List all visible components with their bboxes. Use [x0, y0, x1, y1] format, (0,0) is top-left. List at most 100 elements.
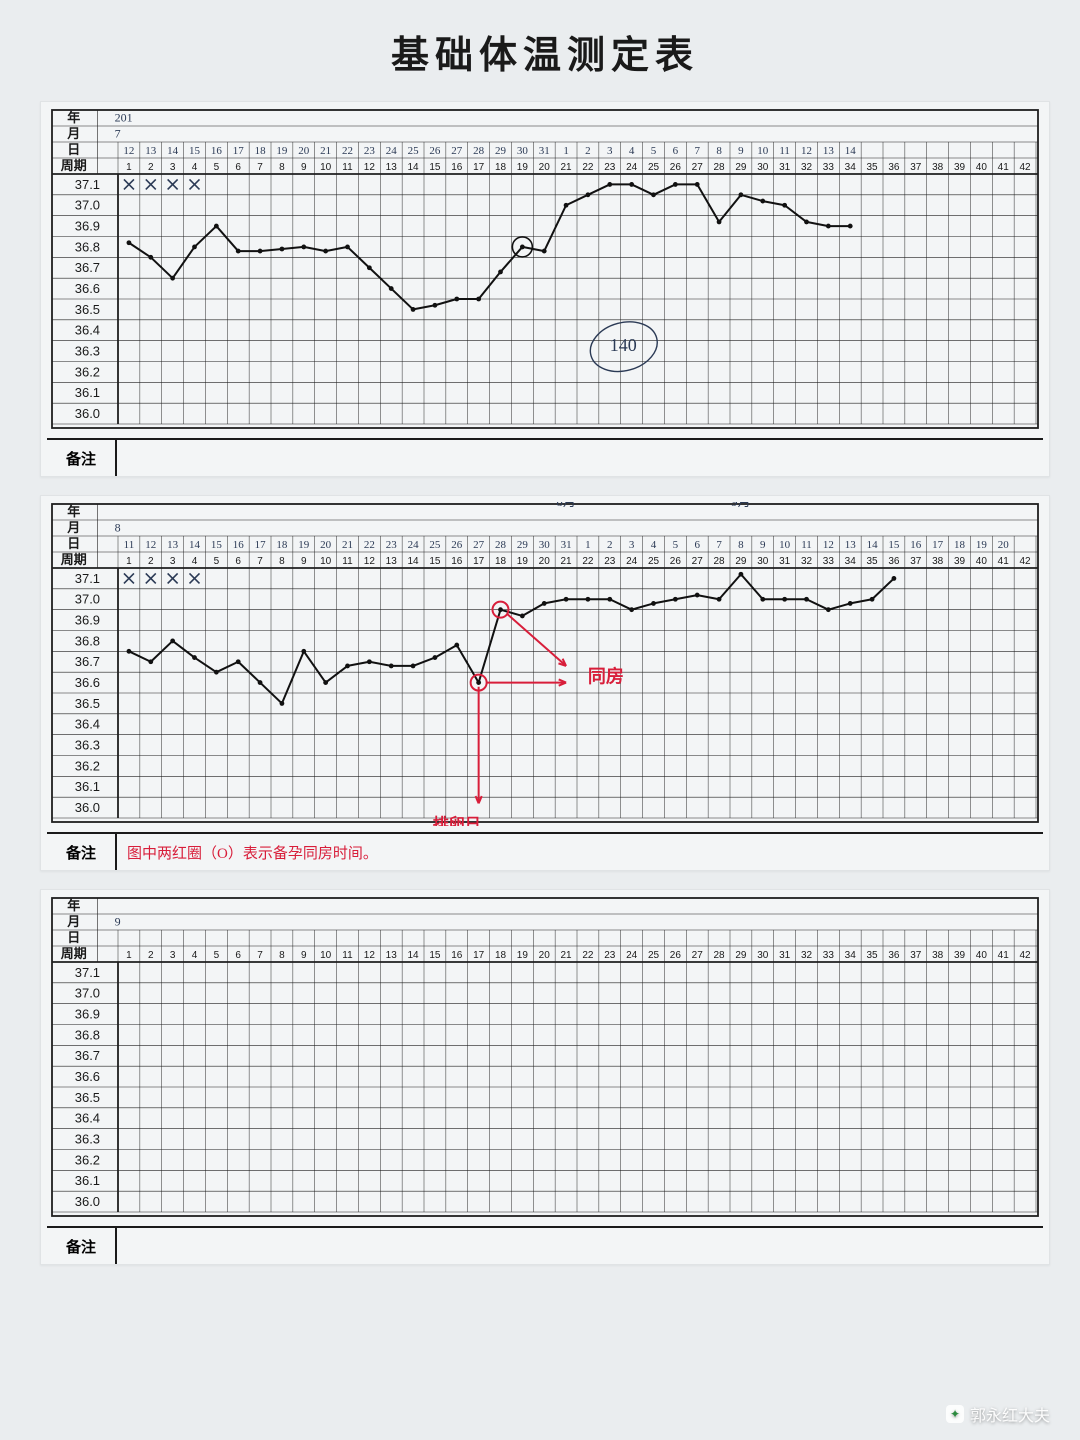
svg-text:31: 31 — [539, 145, 550, 157]
svg-text:23: 23 — [604, 556, 616, 567]
svg-text:10: 10 — [320, 162, 332, 173]
svg-text:6: 6 — [235, 950, 241, 961]
svg-text:13: 13 — [386, 556, 398, 567]
svg-text:31: 31 — [779, 950, 791, 961]
svg-text:1: 1 — [585, 539, 591, 551]
svg-text:27: 27 — [692, 162, 704, 173]
svg-text:9: 9 — [301, 556, 307, 567]
svg-text:41: 41 — [998, 162, 1010, 173]
svg-text:14: 14 — [408, 950, 420, 961]
svg-text:30: 30 — [757, 556, 769, 567]
svg-text:27: 27 — [473, 539, 485, 551]
svg-text:9: 9 — [760, 539, 766, 551]
bbt-chart-1: 年月日周期20171213141516171819202122232425262… — [47, 108, 1043, 432]
svg-text:40: 40 — [976, 556, 988, 567]
svg-text:2: 2 — [148, 556, 154, 567]
svg-text:8: 8 — [738, 539, 744, 551]
svg-text:8: 8 — [279, 162, 285, 173]
svg-text:19: 19 — [517, 950, 529, 961]
svg-text:月: 月 — [66, 520, 80, 535]
svg-text:31: 31 — [561, 539, 572, 551]
svg-text:14: 14 — [867, 539, 879, 551]
svg-text:39: 39 — [954, 162, 966, 173]
svg-text:8: 8 — [279, 556, 285, 567]
svg-text:14: 14 — [167, 145, 179, 157]
svg-text:12: 12 — [364, 162, 376, 173]
svg-text:36.5: 36.5 — [75, 1090, 100, 1105]
svg-text:11: 11 — [342, 162, 353, 173]
svg-text:14: 14 — [189, 539, 201, 551]
svg-text:18: 18 — [255, 145, 266, 157]
svg-text:27: 27 — [692, 556, 704, 567]
svg-text:37.0: 37.0 — [75, 198, 100, 213]
svg-text:7: 7 — [257, 950, 263, 961]
svg-text:24: 24 — [626, 162, 638, 173]
svg-text:17: 17 — [233, 145, 245, 157]
svg-text:36.3: 36.3 — [75, 344, 100, 359]
bbt-chart-2: 年月日周期88月9月111213141516171819202122232425… — [47, 502, 1043, 826]
svg-text:36.8: 36.8 — [75, 633, 100, 648]
svg-text:1: 1 — [126, 162, 132, 173]
svg-text:36.0: 36.0 — [75, 1194, 100, 1209]
svg-text:18: 18 — [495, 950, 507, 961]
svg-text:23: 23 — [386, 539, 398, 551]
svg-text:6: 6 — [673, 145, 679, 157]
svg-text:28: 28 — [714, 162, 726, 173]
svg-text:26: 26 — [670, 556, 682, 567]
bbt-chart-3: 年月日周期91234567891011121314151617181920212… — [47, 896, 1043, 1220]
remark-label: 备注 — [47, 1228, 117, 1264]
svg-text:24: 24 — [408, 539, 420, 551]
svg-text:5: 5 — [214, 556, 220, 567]
svg-text:29: 29 — [495, 145, 507, 157]
svg-text:1: 1 — [563, 145, 569, 157]
svg-text:201: 201 — [115, 111, 133, 125]
svg-text:22: 22 — [364, 539, 375, 551]
svg-text:36.4: 36.4 — [75, 717, 100, 732]
svg-text:21: 21 — [561, 556, 573, 567]
svg-text:19: 19 — [517, 556, 529, 567]
svg-text:37: 37 — [910, 162, 922, 173]
svg-text:月: 月 — [66, 126, 80, 141]
svg-text:36.9: 36.9 — [75, 1007, 100, 1022]
svg-text:21: 21 — [561, 950, 573, 961]
svg-text:19: 19 — [298, 539, 310, 551]
svg-text:18: 18 — [954, 539, 966, 551]
svg-text:17: 17 — [473, 950, 485, 961]
svg-text:40: 40 — [976, 162, 988, 173]
svg-text:37.1: 37.1 — [75, 965, 100, 980]
svg-text:日: 日 — [67, 536, 80, 551]
svg-text:15: 15 — [888, 539, 900, 551]
svg-text:34: 34 — [845, 162, 857, 173]
svg-text:36.1: 36.1 — [75, 385, 100, 400]
svg-text:4: 4 — [192, 950, 198, 961]
svg-text:27: 27 — [692, 950, 704, 961]
svg-text:23: 23 — [604, 950, 616, 961]
svg-text:25: 25 — [648, 556, 660, 567]
svg-text:36.5: 36.5 — [75, 302, 100, 317]
svg-text:20: 20 — [320, 539, 332, 551]
svg-text:33: 33 — [823, 950, 835, 961]
svg-text:29: 29 — [735, 556, 747, 567]
svg-text:3: 3 — [170, 950, 176, 961]
remark-text-3 — [117, 1228, 1043, 1264]
svg-text:36.9: 36.9 — [75, 219, 100, 234]
svg-text:36.0: 36.0 — [75, 800, 100, 815]
svg-text:29: 29 — [735, 162, 747, 173]
svg-text:3: 3 — [607, 145, 613, 157]
svg-text:12: 12 — [123, 145, 134, 157]
svg-text:30: 30 — [539, 539, 551, 551]
svg-text:8月: 8月 — [556, 502, 576, 509]
svg-text:15: 15 — [429, 162, 441, 173]
svg-text:36.2: 36.2 — [75, 758, 100, 773]
svg-text:36.2: 36.2 — [75, 1152, 100, 1167]
svg-text:年: 年 — [67, 898, 80, 913]
svg-text:26: 26 — [451, 539, 463, 551]
svg-text:8: 8 — [115, 521, 121, 535]
svg-text:11: 11 — [342, 556, 353, 567]
svg-text:22: 22 — [582, 162, 594, 173]
svg-text:28: 28 — [714, 556, 726, 567]
svg-text:34: 34 — [845, 950, 857, 961]
svg-text:36: 36 — [888, 950, 900, 961]
svg-text:4: 4 — [651, 539, 657, 551]
svg-text:19: 19 — [276, 145, 288, 157]
